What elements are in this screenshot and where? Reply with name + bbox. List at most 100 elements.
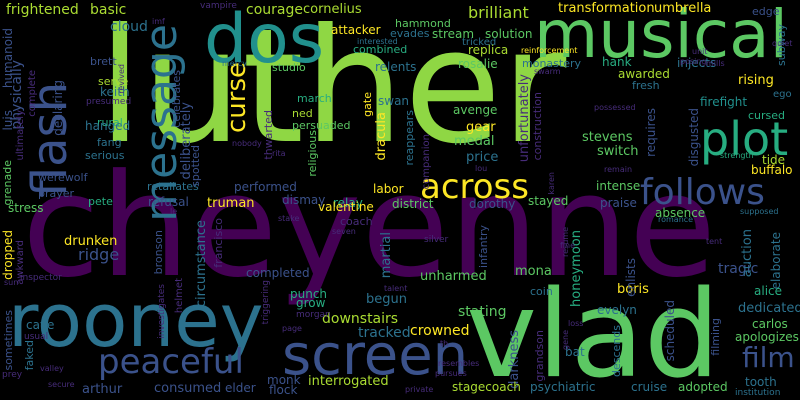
word-avenge: avenge	[453, 103, 498, 117]
word-replica: replica	[468, 43, 509, 57]
word-unharmed: unharmed	[420, 269, 487, 284]
word-keith: keith	[100, 85, 130, 99]
word-tooth: tooth	[745, 375, 777, 389]
word-elaborate: elaborate	[769, 232, 783, 290]
word-usual: usual	[24, 332, 49, 342]
word-enlists: enlists	[624, 258, 638, 297]
word-declaring: declaring	[51, 80, 65, 136]
word-swan: swan	[378, 94, 410, 108]
word-persuaded: persuaded	[292, 119, 351, 132]
word-lou: lou	[475, 164, 488, 173]
word-downstairs: downstairs	[322, 311, 399, 327]
word-carlos: carlos	[752, 317, 788, 331]
word-complete: complete	[27, 70, 38, 117]
word-supposed: supposed	[740, 207, 779, 216]
word-private: private	[405, 385, 434, 394]
word-tent: tent	[706, 237, 723, 246]
word-combined: combined	[353, 43, 408, 56]
word-film: film	[742, 341, 795, 374]
word-sun: sun	[4, 278, 19, 287]
word-ultimately: ultimately	[15, 110, 26, 161]
word-across: across	[420, 167, 529, 207]
word-coach: coach	[340, 215, 373, 228]
word-evades: evades	[390, 27, 430, 40]
word-requires: requires	[644, 108, 658, 157]
word-plot: plot	[700, 112, 789, 166]
word-injects: injects	[677, 56, 717, 70]
word-infantry: infantry	[477, 225, 490, 268]
word-investigates: investigates	[157, 284, 167, 339]
word-screen: screen	[282, 323, 469, 388]
word-unfortunately: unfortunately	[517, 74, 532, 163]
word-courage: courage	[246, 2, 303, 18]
word-werewolf: werewolf	[38, 171, 88, 184]
word-tide: tide	[762, 153, 786, 167]
word-retaliates: retaliates	[147, 180, 199, 193]
word-reappears: reappears	[403, 110, 416, 166]
word-cornelius: cornelius	[303, 2, 362, 17]
word-truman: truman	[207, 196, 255, 211]
word-tricked: tricked	[462, 37, 497, 48]
word-francisco: francisco	[212, 218, 225, 268]
word-talent: talent	[384, 284, 408, 293]
word-tracked: tracked	[358, 325, 411, 341]
word-cursed: cursed	[748, 109, 786, 122]
word-secure: secure	[48, 380, 75, 389]
word-punch: punch	[290, 287, 328, 301]
word-dorothy: dorothy	[469, 197, 516, 211]
word-vampire: vampire	[200, 1, 237, 11]
word-institution: institution	[735, 388, 781, 398]
word-silver: silver	[424, 235, 449, 245]
word-luther: luther	[98, 0, 567, 179]
word-cave: cave	[26, 318, 55, 332]
word-imf: imf	[152, 17, 165, 26]
word-relents: relents	[375, 60, 417, 74]
word-hammond: hammond	[395, 17, 451, 30]
word-le: le	[170, 207, 178, 216]
word-frightened: frightened	[6, 2, 79, 18]
word-serve: serve	[98, 75, 129, 88]
word-rooney: rooney	[8, 278, 264, 364]
word-loss: loss	[568, 319, 584, 328]
word-dismay: dismay	[282, 193, 326, 207]
word-praise: praise	[600, 196, 637, 210]
word-th: th	[440, 339, 449, 348]
word-absence: absence	[655, 206, 706, 220]
word-morgan: morgan	[296, 310, 331, 320]
word-grow: grow	[296, 296, 326, 310]
word-bronson: bronson	[152, 230, 165, 275]
word-religious: religious	[306, 130, 319, 177]
word-intense: intense	[596, 179, 641, 193]
word-valley: valley	[40, 364, 64, 373]
word-hanged: hanged	[85, 119, 131, 133]
word-boris: boris	[617, 282, 649, 297]
word-auction: auction	[740, 229, 755, 278]
word-pursues: pursues	[435, 369, 467, 378]
word-arthur: arthur	[82, 382, 123, 397]
word-monk: monk	[267, 373, 301, 387]
word-ned: ned	[292, 107, 313, 120]
word-labor: labor	[373, 182, 404, 196]
word-stress: stress	[8, 201, 44, 215]
word-switch: switch	[597, 144, 639, 159]
word-stayed: stayed	[528, 194, 569, 208]
word-ridge: ridge	[78, 245, 120, 264]
word-apologizes: apologizes	[735, 330, 799, 344]
word-luis: luis	[1, 110, 15, 131]
word-monastery: monastery	[522, 57, 582, 70]
word-tragic: tragic	[718, 261, 759, 277]
word-stream: stream	[432, 27, 475, 41]
word-follows: follows	[640, 172, 765, 213]
word-transformation: transformation	[558, 1, 655, 16]
word-remain: remain	[604, 165, 633, 174]
word-medal: medal	[454, 134, 495, 149]
word-possessed: possessed	[594, 103, 636, 112]
word-coin: coin	[530, 285, 553, 298]
word-peaceful: peaceful	[98, 342, 244, 382]
word-dos: dos	[204, 0, 325, 79]
word-thwarted: thwarted	[262, 110, 275, 160]
word-helmet: helmet	[174, 278, 185, 314]
word-studio: studio	[272, 61, 306, 74]
word-strength: strength	[720, 151, 754, 160]
